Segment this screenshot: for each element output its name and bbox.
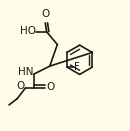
Text: O: O	[47, 82, 55, 92]
Text: HO: HO	[20, 26, 36, 36]
Text: O: O	[41, 9, 49, 19]
Text: F: F	[74, 62, 80, 72]
Text: O: O	[16, 81, 24, 91]
Text: HN: HN	[18, 67, 34, 78]
